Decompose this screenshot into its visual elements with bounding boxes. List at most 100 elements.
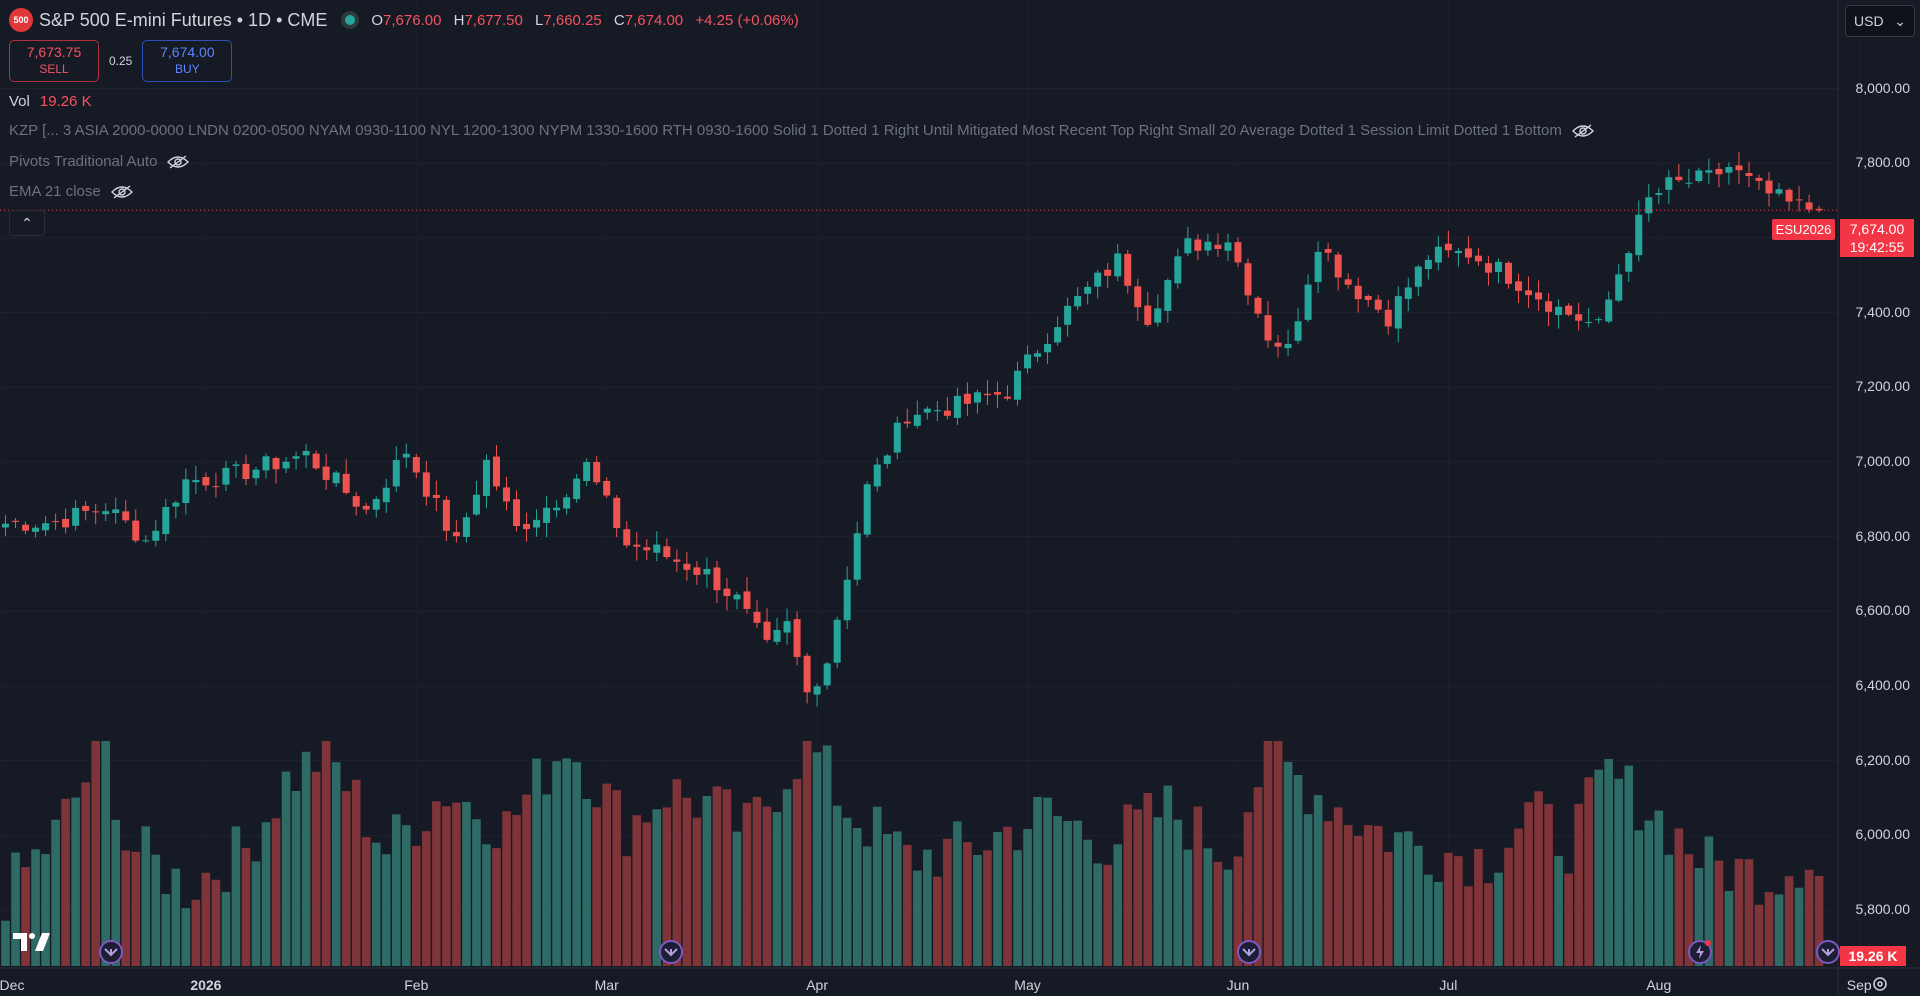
volume-bar xyxy=(1323,821,1333,966)
event-marker-icon[interactable] xyxy=(658,939,684,965)
candle-body xyxy=(402,453,410,458)
volume-bar xyxy=(1504,847,1513,966)
symbol-legend: 500 S&P 500 E-mini Futures • 1D • CME O7… xyxy=(9,8,807,32)
candle-body xyxy=(212,486,220,488)
volume-bar xyxy=(1283,761,1293,966)
indicator-ema[interactable]: EMA 21 close xyxy=(9,183,133,200)
volume-bar xyxy=(1373,825,1383,966)
volume-bar xyxy=(1083,839,1092,966)
volume-bar xyxy=(1233,856,1243,966)
candle-body xyxy=(593,462,601,483)
candle-body xyxy=(963,393,971,404)
candle-body xyxy=(302,450,310,456)
candle-body xyxy=(1595,319,1603,321)
event-marker-icon[interactable] xyxy=(1815,939,1841,965)
volume-bar xyxy=(111,819,121,966)
volume-bar xyxy=(311,771,321,966)
candle-body xyxy=(1505,262,1512,284)
candle-body xyxy=(893,422,901,453)
candle-body xyxy=(623,529,631,546)
candle-body xyxy=(392,460,400,487)
candle-body xyxy=(983,393,991,396)
volume-bar xyxy=(652,809,662,966)
candle-body xyxy=(352,496,360,507)
volume-bar xyxy=(371,842,381,966)
market-open-icon[interactable] xyxy=(341,11,360,29)
candle-body xyxy=(42,523,50,531)
sell-button[interactable]: 7,673.75 SELL xyxy=(9,40,99,82)
event-marker-icon[interactable] xyxy=(98,939,124,965)
candle-body xyxy=(1204,241,1212,251)
buy-button[interactable]: 7,674.00 BUY xyxy=(142,40,233,82)
volume-bar xyxy=(1784,876,1794,966)
eye-hidden-icon[interactable] xyxy=(167,154,190,169)
candle-body xyxy=(1094,272,1102,287)
candle-body xyxy=(1324,249,1332,253)
candle-body xyxy=(382,487,390,503)
candle-body xyxy=(863,484,871,535)
collapse-legend-button[interactable]: ⌃ xyxy=(9,210,45,236)
indicator-kzp-label: KZP [... 3 ASIA 2000-0000 LNDN 0200-0500… xyxy=(9,122,1562,139)
candle-body xyxy=(1414,266,1422,287)
indicator-kzp[interactable]: KZP [... 3 ASIA 2000-0000 LNDN 0200-0500… xyxy=(9,122,1594,139)
volume-bar xyxy=(1133,809,1143,966)
candle-body xyxy=(1635,214,1643,256)
volume-bar xyxy=(251,861,261,966)
volume-bar xyxy=(973,854,982,966)
candle-body xyxy=(242,463,250,480)
volume-bar xyxy=(271,818,281,966)
candle-body xyxy=(332,472,340,484)
volume-bar xyxy=(1754,904,1764,966)
volume-bar xyxy=(1564,873,1573,966)
candle-body xyxy=(993,392,1001,395)
candle-body xyxy=(1665,177,1673,190)
high-value: 7,677.50 xyxy=(464,11,523,29)
candle-body xyxy=(312,453,320,469)
earnings-flash-icon[interactable] xyxy=(1687,939,1713,965)
buy-price: 7,674.00 xyxy=(160,44,215,60)
indicator-pivots[interactable]: Pivots Traditional Auto xyxy=(9,153,190,170)
settings-gear-icon[interactable] xyxy=(1870,974,1890,994)
volume-bar xyxy=(752,796,762,966)
candle-body xyxy=(1705,170,1713,173)
candle-body xyxy=(823,663,831,686)
tradingview-logo-icon[interactable] xyxy=(11,930,53,954)
volume-bar xyxy=(101,741,110,966)
candle-body xyxy=(1785,189,1793,202)
volume-bar xyxy=(1043,797,1052,966)
volume-bar xyxy=(1113,844,1123,966)
x-tick-label: Mar xyxy=(594,977,619,993)
candle-body xyxy=(553,507,561,511)
candle-body xyxy=(72,507,80,526)
volume-bar xyxy=(1744,859,1754,966)
candle-body xyxy=(733,594,741,600)
trade-buttons: 7,673.75 SELL 0.25 7,674.00 BUY xyxy=(9,40,233,82)
volume-bar xyxy=(1,920,10,966)
x-tick-label: Apr xyxy=(806,977,829,993)
candle-body xyxy=(853,533,861,580)
candle-body xyxy=(663,546,671,558)
symbol-title[interactable]: S&P 500 E-mini Futures • 1D • CME xyxy=(39,9,328,30)
volume-bar xyxy=(91,741,100,966)
volume-bar xyxy=(432,801,441,966)
candle-body xyxy=(262,456,270,471)
candle-body xyxy=(492,456,500,487)
volume-bar xyxy=(1544,804,1553,966)
indicator-ema-label: EMA 21 close xyxy=(9,183,101,200)
candle-body xyxy=(1124,253,1132,286)
volume-legend[interactable]: Vol 19.26 K xyxy=(9,93,92,110)
volume-bar xyxy=(632,815,642,966)
volume-bar xyxy=(913,870,922,966)
candle-body xyxy=(1034,353,1042,357)
currency-select[interactable]: USD ⌄ xyxy=(1845,5,1915,37)
volume-bar xyxy=(1243,812,1253,966)
y-tick-label: 6,600.00 xyxy=(1855,602,1911,619)
volume-bar xyxy=(532,758,541,966)
eye-hidden-icon[interactable] xyxy=(1571,123,1594,138)
eye-hidden-icon[interactable] xyxy=(110,184,133,199)
volume-bar xyxy=(1353,835,1363,966)
event-marker-icon[interactable] xyxy=(1236,939,1262,965)
candle-body xyxy=(1735,165,1743,171)
volume-bar xyxy=(1223,869,1233,966)
